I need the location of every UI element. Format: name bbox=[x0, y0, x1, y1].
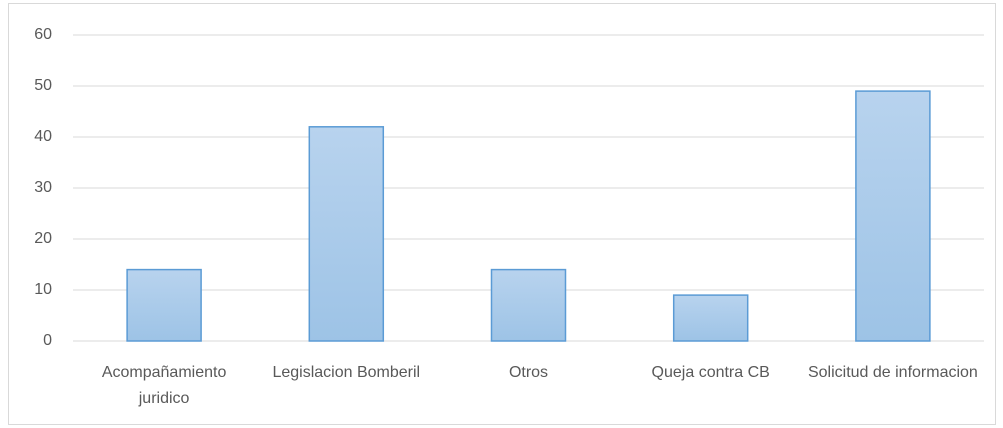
bar bbox=[126, 268, 202, 342]
bar bbox=[672, 294, 749, 342]
x-tick-label: Legislacion Bomberil bbox=[272, 364, 420, 381]
y-tick-label: 60 bbox=[34, 26, 52, 43]
y-tick-label: 40 bbox=[34, 128, 52, 145]
x-tick-label: Acompañamiento juridico bbox=[102, 364, 227, 407]
y-tick-label: 30 bbox=[34, 179, 52, 196]
chart-border bbox=[8, 3, 996, 425]
bar bbox=[308, 126, 385, 342]
x-tick-label: Queja contra CB bbox=[652, 364, 770, 381]
y-tick-label: 50 bbox=[34, 77, 52, 94]
bar bbox=[490, 268, 567, 342]
y-tick-label: 20 bbox=[34, 230, 52, 247]
y-tick-label: 0 bbox=[43, 332, 52, 349]
y-tick-label: 10 bbox=[34, 281, 52, 298]
x-tick-label: Solicitud de informacion bbox=[808, 364, 978, 381]
x-tick-label: Otros bbox=[509, 364, 548, 381]
bar bbox=[855, 90, 931, 342]
